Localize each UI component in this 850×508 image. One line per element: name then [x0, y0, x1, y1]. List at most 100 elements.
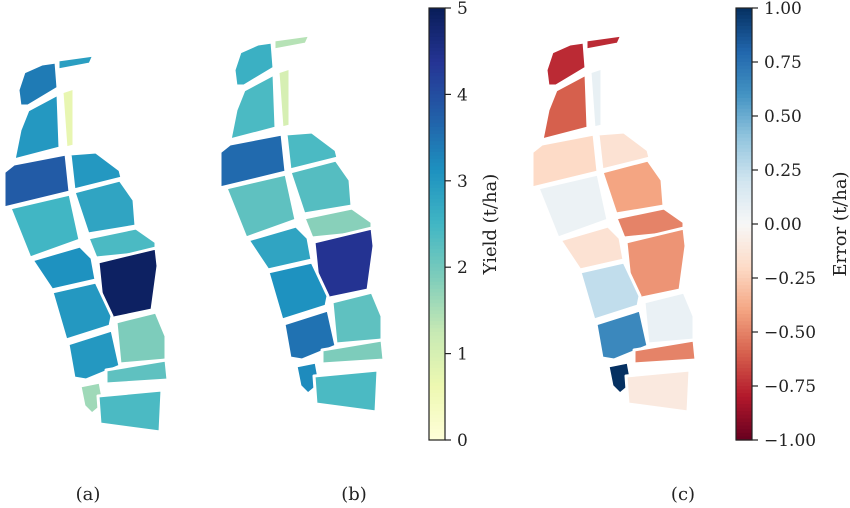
- colorbar-segment: [429, 90, 445, 95]
- colorbar-segment: [429, 346, 445, 351]
- colorbar-segment: [429, 436, 445, 441]
- colorbar-tick-label: 0.75: [764, 53, 802, 73]
- colorbar-segment: [429, 108, 445, 113]
- colorbar-segment: [429, 227, 445, 232]
- colorbar-segment: [736, 411, 752, 416]
- field-north-left: [544, 40, 588, 88]
- field-center-mid: [600, 158, 666, 216]
- colorbar-segment: [736, 137, 752, 142]
- field-left-big: [218, 132, 288, 190]
- colorbar-tick-label: 4: [457, 85, 468, 105]
- colorbar-segment: [736, 155, 752, 160]
- field-lower-left-2: [282, 308, 338, 362]
- colorbar-segment: [429, 159, 445, 164]
- colorbar-segment: [736, 206, 752, 211]
- colorbar-segment: [429, 119, 445, 124]
- colorbar-segment: [736, 195, 752, 200]
- field-lower-left: [558, 224, 626, 272]
- colorbar-segment: [429, 33, 445, 38]
- field-lower-left-2: [594, 308, 650, 362]
- colorbar-tick-label: 1: [457, 345, 468, 365]
- colorbar-segment: [736, 36, 752, 41]
- field-center-mid: [288, 158, 354, 216]
- colorbar-segment: [429, 105, 445, 110]
- colorbar-segment: [736, 368, 752, 373]
- colorbar-segment: [736, 418, 752, 423]
- colorbar-segment: [429, 51, 445, 56]
- colorbar-segment: [736, 422, 752, 427]
- colorbar-segment: [736, 292, 752, 297]
- colorbar-segment: [736, 238, 752, 243]
- colorbar-segment: [736, 296, 752, 301]
- colorbar-segment: [429, 404, 445, 409]
- field-upper-left: [540, 72, 590, 142]
- colorbar-segment: [429, 360, 445, 365]
- colorbar-segment: [429, 44, 445, 49]
- colorbar-segment: [736, 414, 752, 419]
- panel-label-a: (a): [76, 484, 101, 505]
- colorbar-segment: [429, 249, 445, 254]
- colorbar-segment: [429, 47, 445, 52]
- colorbar-segment: [429, 72, 445, 77]
- colorbar-segment: [736, 29, 752, 34]
- colorbar-tick-label: −0.50: [764, 323, 816, 343]
- colorbar-segment: [736, 436, 752, 441]
- colorbar-segment: [429, 148, 445, 153]
- colorbar-segment: [429, 173, 445, 178]
- field-left-mid: [8, 192, 82, 260]
- colorbar-segment: [429, 324, 445, 329]
- colorbar-segment: [736, 393, 752, 398]
- colorbar-segment: [736, 188, 752, 193]
- colorbar-segment: [736, 123, 752, 128]
- colorbar-segment: [736, 47, 752, 52]
- colorbar-segment: [429, 339, 445, 344]
- colorbar-segment: [736, 148, 752, 153]
- field-upper-left: [228, 72, 278, 142]
- colorbar-segment: [429, 18, 445, 23]
- colorbar-segment: [429, 393, 445, 398]
- colorbar-segment: [429, 22, 445, 27]
- colorbar-segment: [429, 238, 445, 243]
- colorbar-segment: [736, 170, 752, 175]
- field-center-top: [596, 130, 652, 172]
- field-bottom: [624, 368, 692, 414]
- colorbar-segment: [736, 76, 752, 81]
- colorbar-segment: [429, 29, 445, 34]
- colorbar-segment: [736, 105, 752, 110]
- colorbar-segment: [429, 36, 445, 41]
- field-north-narrow: [60, 86, 76, 150]
- colorbar-segment: [736, 328, 752, 333]
- colorbar-segment: [429, 335, 445, 340]
- colorbar-segment: [429, 400, 445, 405]
- field-lower-mid: [266, 260, 330, 322]
- colorbar-segment: [736, 299, 752, 304]
- colorbar-segment: [429, 170, 445, 175]
- colorbar-segment: [736, 281, 752, 286]
- colorbar-segment: [429, 112, 445, 117]
- colorbar-tick-label: −1.00: [764, 431, 816, 451]
- colorbar-segment: [429, 303, 445, 308]
- colorbar-segment: [736, 141, 752, 146]
- colorbar-tick-label: 3: [457, 172, 468, 192]
- colorbar-segment: [429, 310, 445, 315]
- colorbar-segment: [429, 317, 445, 322]
- colorbar-segment: [429, 188, 445, 193]
- colorbar-segment: [736, 83, 752, 88]
- colorbar-segment: [736, 364, 752, 369]
- colorbar-tick-label: −0.75: [764, 377, 816, 397]
- colorbar-yield: 0 1 2 3 4 5 Yield (t/ha): [428, 0, 501, 451]
- colorbar-tick-label: 0.50: [764, 107, 802, 127]
- map-panel-b: [218, 33, 386, 414]
- field-lower-left: [30, 244, 98, 292]
- colorbar-segment: [736, 278, 752, 283]
- colorbar-segment: [736, 90, 752, 95]
- colorbar-segment: [429, 166, 445, 171]
- colorbar-segment: [429, 191, 445, 196]
- colorbar-segment: [429, 101, 445, 106]
- colorbar-segment: [736, 234, 752, 239]
- panel-label-b: (b): [341, 484, 367, 505]
- colorbar-segment: [736, 144, 752, 149]
- colorbar-segment: [429, 26, 445, 31]
- colorbar-segment: [736, 407, 752, 412]
- colorbar-segment: [429, 58, 445, 63]
